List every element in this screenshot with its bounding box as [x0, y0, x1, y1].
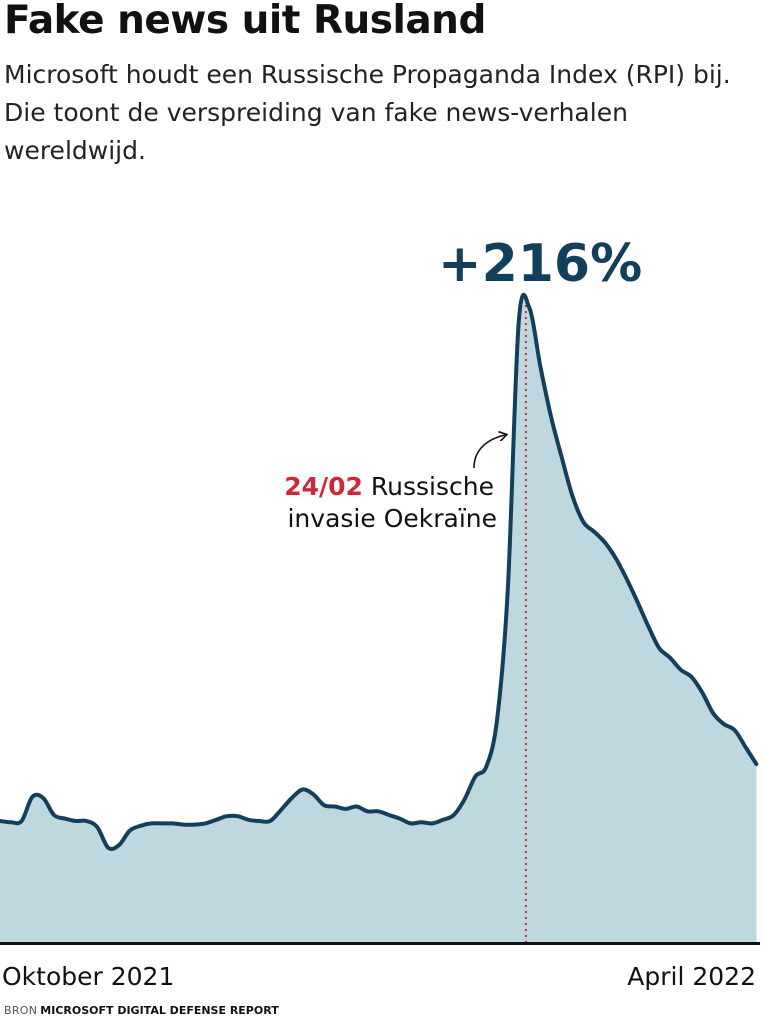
rpi-series-line: [0, 292, 759, 851]
chart-title: Fake news uit Rusland: [4, 0, 486, 43]
rpi-area-fill: [0, 294, 757, 942]
peak-increase-label: +216%: [438, 234, 642, 294]
chart-subtitle: Microsoft houdt een Russische Propaganda…: [4, 60, 731, 165]
source-credit: BRON MICROSOFT DIGITAL DEFENSE REPORT: [4, 1004, 279, 1017]
invasion-text-line2: invasie Oekraïne: [287, 504, 497, 533]
invasion-annotation-line1: 24/02 Russische: [284, 472, 494, 501]
x-axis-start-label: Oktober 2021: [2, 962, 174, 991]
invasion-text-line1: Russische: [371, 472, 494, 501]
x-axis-end-label: April 2022: [627, 962, 756, 991]
source-name: MICROSOFT DIGITAL DEFENSE REPORT: [40, 1004, 279, 1017]
annotation-arrow-icon: [473, 435, 505, 469]
source-label: BRON: [4, 1004, 38, 1017]
invasion-date-label: 24/02: [284, 472, 363, 501]
